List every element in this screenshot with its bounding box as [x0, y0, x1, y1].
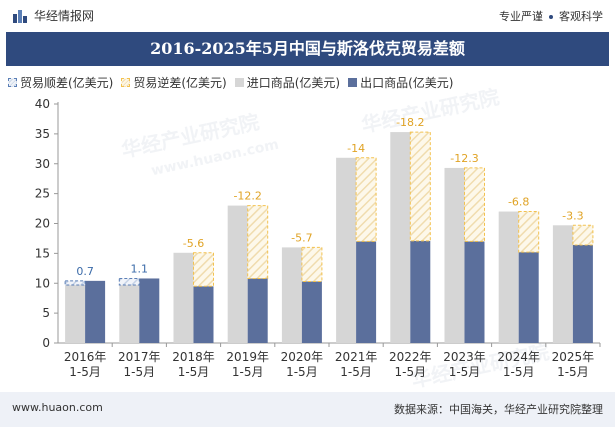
y-tick-label: 10: [35, 276, 50, 290]
y-tick-label: 35: [35, 127, 50, 141]
deficit-bar: [193, 252, 214, 287]
x-tick-label: 2017年 1-5月: [118, 350, 161, 379]
export-bar: [247, 278, 268, 343]
deficit-bar: [301, 246, 323, 282]
import-bar: [390, 132, 411, 343]
deficit-bar: [572, 224, 594, 246]
x-tick-label: 2021年 1-5月: [335, 350, 378, 379]
chart-canvas: 0 5 10 15 20 25 30 35 40 0.7 2016年 1-5月 1.1 2017年 1-5月…: [35, 97, 601, 379]
legend-label-deficit: 贸易逆差(亿美元): [133, 76, 227, 90]
import-bar: [227, 205, 248, 343]
legend: 贸易顺差(亿美元) 贸易逆差(亿美元) 进口商品(亿美元) 出口商品(亿美元): [8, 74, 462, 91]
title-bar: 2016-2025年5月中国与斯洛伐克贸易差额: [6, 32, 609, 66]
deficit-bar: [355, 157, 377, 242]
import-bar: [552, 225, 573, 343]
legend-label-exports: 出口商品(亿美元): [360, 76, 454, 90]
x-tick-label: 2025年 1-5月: [552, 350, 595, 379]
y-tick-label: 20: [35, 217, 50, 231]
x-tick-label: 2024年 1-5月: [497, 350, 540, 379]
import-bar: [498, 211, 519, 343]
y-tick-label: 5: [42, 306, 50, 320]
legend-item-exports[interactable]: 出口商品(亿美元): [348, 74, 454, 91]
x-tick-label: 2018年 1-5月: [172, 350, 215, 379]
legend-label-surplus: 贸易顺差(亿美元): [20, 76, 114, 90]
legend-swatch-imports: [234, 78, 244, 87]
import-bar: [65, 285, 86, 343]
legend-swatch-exports: [348, 78, 358, 87]
footer-url[interactable]: www.huaon.com: [12, 401, 103, 414]
legend-label-imports: 进口商品(亿美元): [246, 76, 341, 90]
balance-label: -18.2: [396, 116, 424, 129]
balance-label: -6.8: [508, 196, 529, 209]
balance-label: -14: [347, 142, 365, 155]
deficit-bar: [518, 211, 540, 253]
x-tick-label: 2022年 1-5月: [389, 350, 432, 379]
export-bar: [193, 286, 214, 343]
x-tick-label: 2019年 1-5月: [226, 350, 269, 379]
balance-label: -12.3: [450, 152, 478, 165]
surplus-bar: [118, 277, 140, 286]
balance-label: -5.7: [291, 231, 312, 244]
y-tick-label: 25: [35, 187, 50, 201]
import-bar: [336, 157, 357, 343]
export-bar: [356, 241, 377, 343]
deficit-bar: [247, 205, 269, 279]
footer: www.huaon.com 数据来源：中国海关，华经产业研究院整理: [0, 392, 615, 427]
export-bar: [139, 278, 160, 343]
brand-logo-icon: [13, 9, 27, 23]
import-bar: [281, 247, 302, 343]
deficit-bar: [464, 167, 485, 242]
tagline: 专业严谨 客观科学: [499, 8, 603, 24]
chart-title: 2016-2025年5月中国与斯洛伐克贸易差额: [150, 39, 465, 58]
balance-label: -12.2: [233, 190, 261, 203]
export-bar: [85, 280, 106, 343]
top-bar: 华经情报网 专业严谨 客观科学: [0, 0, 615, 32]
brand[interactable]: 华经情报网: [12, 7, 94, 24]
export-bar: [572, 245, 593, 343]
balance-label: 0.7: [76, 265, 94, 278]
x-tick-label: 2016年 1-5月: [64, 350, 107, 379]
import-bar: [119, 285, 140, 343]
balance-label: -5.6: [183, 237, 204, 250]
deficit-bar: [409, 131, 431, 242]
legend-item-deficit[interactable]: 贸易逆差(亿美元): [121, 74, 227, 91]
legend-swatch-surplus: [8, 78, 17, 87]
surplus-bar: [64, 280, 86, 286]
y-tick-label: 30: [35, 157, 50, 171]
tagline-left: 专业严谨: [499, 10, 543, 23]
y-tick-label: 40: [35, 97, 50, 111]
import-bar: [173, 252, 194, 343]
tagline-right: 客观科学: [559, 10, 603, 23]
export-bar: [410, 240, 431, 343]
export-bar: [464, 241, 485, 343]
brand-name: 华经情报网: [34, 9, 95, 23]
balance-label: -3.3: [562, 209, 583, 222]
y-tick-label: 15: [35, 246, 50, 260]
legend-item-surplus[interactable]: 贸易顺差(亿美元): [8, 74, 113, 91]
x-tick-label: 2020年 1-5月: [281, 350, 324, 379]
import-bar: [444, 167, 465, 343]
dot-separator-icon: [549, 15, 553, 19]
legend-swatch-deficit: [121, 78, 131, 87]
legend-item-imports[interactable]: 进口商品(亿美元): [234, 74, 341, 91]
footer-source: 数据来源：中国海关，华经产业研究院整理: [394, 403, 603, 416]
x-tick-label: 2023年 1-5月: [443, 350, 486, 379]
balance-label: 1.1: [131, 262, 149, 275]
export-bar: [518, 252, 539, 343]
export-bar: [301, 281, 322, 343]
y-tick-label: 0: [42, 336, 50, 350]
